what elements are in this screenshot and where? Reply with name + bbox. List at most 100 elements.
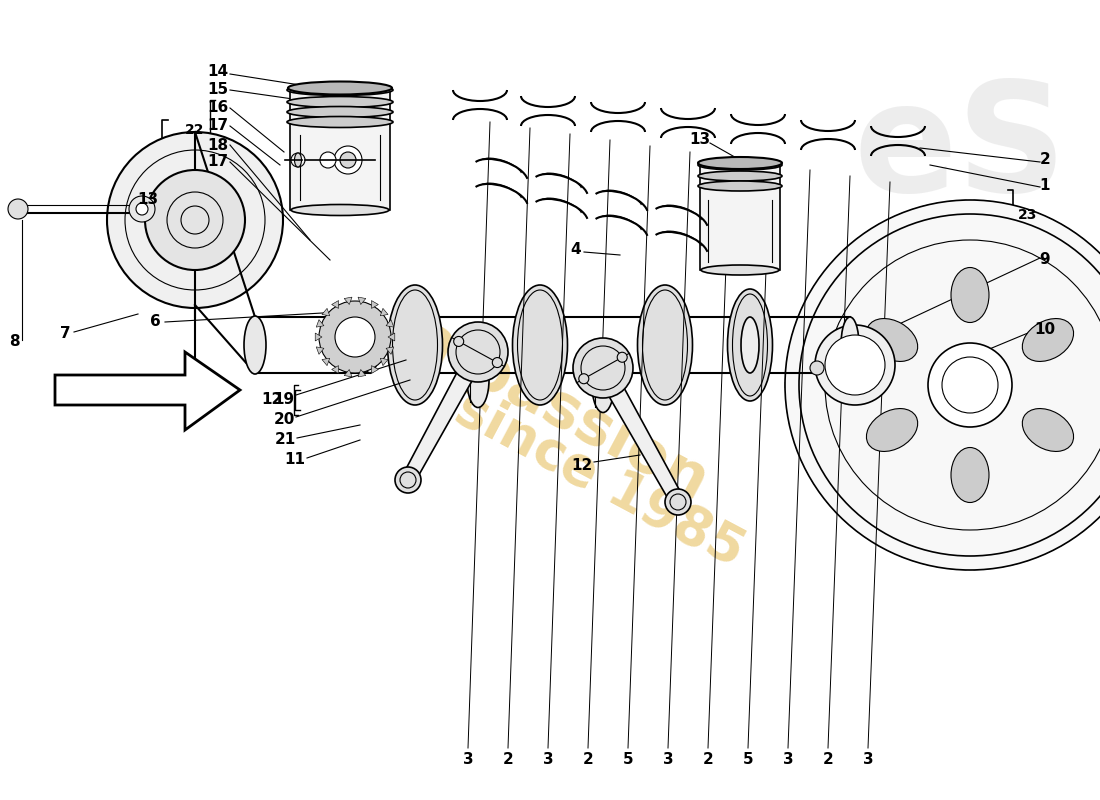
Ellipse shape (287, 117, 393, 127)
Polygon shape (344, 297, 352, 305)
Circle shape (340, 152, 356, 168)
Ellipse shape (701, 265, 779, 275)
Text: 23: 23 (1019, 208, 1037, 222)
Polygon shape (388, 333, 395, 341)
Circle shape (129, 196, 155, 222)
Polygon shape (898, 542, 909, 558)
Ellipse shape (287, 97, 393, 107)
Circle shape (319, 301, 390, 373)
Polygon shape (1043, 218, 1054, 233)
Text: 2: 2 (583, 753, 593, 767)
Text: 7: 7 (59, 326, 70, 341)
Circle shape (815, 325, 895, 405)
Polygon shape (812, 285, 826, 297)
Polygon shape (935, 202, 943, 217)
Text: 1: 1 (1040, 178, 1050, 193)
Polygon shape (923, 550, 932, 565)
Polygon shape (997, 553, 1005, 568)
Polygon shape (402, 348, 486, 483)
Polygon shape (344, 370, 352, 377)
Text: 3: 3 (862, 753, 873, 767)
Text: 17: 17 (208, 154, 229, 170)
Polygon shape (1064, 230, 1076, 245)
Polygon shape (805, 463, 821, 474)
Polygon shape (785, 394, 800, 401)
Text: 5: 5 (623, 753, 634, 767)
Polygon shape (800, 307, 815, 318)
Text: 12: 12 (571, 458, 593, 473)
Polygon shape (1043, 538, 1054, 553)
Polygon shape (910, 546, 920, 562)
Polygon shape (386, 347, 394, 354)
Polygon shape (786, 356, 801, 364)
Circle shape (785, 200, 1100, 570)
Text: 2: 2 (823, 753, 834, 767)
Polygon shape (785, 369, 800, 376)
Polygon shape (1009, 205, 1018, 220)
Polygon shape (316, 347, 324, 354)
Text: 5: 5 (742, 753, 754, 767)
Polygon shape (974, 200, 979, 214)
Text: 3: 3 (783, 753, 793, 767)
Polygon shape (785, 382, 799, 388)
Polygon shape (948, 554, 955, 570)
Polygon shape (805, 295, 821, 307)
Ellipse shape (592, 358, 614, 413)
Ellipse shape (842, 317, 859, 373)
Text: 19: 19 (274, 393, 295, 407)
Ellipse shape (727, 289, 772, 401)
Text: 8: 8 (9, 334, 20, 350)
Circle shape (448, 322, 508, 382)
Polygon shape (786, 406, 801, 414)
Circle shape (810, 361, 824, 375)
Circle shape (8, 199, 28, 219)
Polygon shape (1091, 254, 1100, 268)
Polygon shape (854, 518, 867, 533)
Polygon shape (997, 202, 1005, 217)
Text: eS: eS (854, 75, 1067, 225)
Text: 10: 10 (1034, 322, 1056, 338)
Polygon shape (898, 213, 909, 227)
Polygon shape (948, 201, 955, 215)
Circle shape (573, 338, 632, 398)
Text: 15: 15 (208, 82, 229, 98)
Polygon shape (1082, 246, 1096, 260)
Ellipse shape (292, 205, 389, 215)
Polygon shape (865, 526, 877, 540)
Polygon shape (826, 264, 840, 277)
Ellipse shape (867, 318, 917, 362)
Text: 2: 2 (1040, 153, 1050, 167)
Polygon shape (1064, 526, 1076, 540)
Circle shape (334, 146, 362, 174)
Polygon shape (1021, 546, 1030, 562)
Text: 16: 16 (208, 101, 229, 115)
Polygon shape (386, 320, 394, 327)
Ellipse shape (952, 447, 989, 502)
Polygon shape (595, 364, 684, 506)
Polygon shape (974, 556, 979, 570)
Polygon shape (789, 418, 803, 426)
Polygon shape (331, 366, 339, 374)
Polygon shape (1021, 208, 1030, 223)
Text: 14: 14 (208, 65, 229, 79)
Ellipse shape (952, 267, 989, 322)
Polygon shape (322, 308, 330, 316)
Polygon shape (986, 201, 992, 215)
Polygon shape (960, 200, 967, 214)
Circle shape (107, 132, 283, 308)
Text: 13: 13 (138, 193, 158, 207)
Circle shape (666, 489, 691, 515)
Text: 6: 6 (150, 314, 161, 330)
Polygon shape (372, 301, 378, 309)
Polygon shape (835, 502, 849, 515)
Text: 4: 4 (571, 242, 581, 258)
Polygon shape (331, 301, 339, 309)
Polygon shape (910, 208, 920, 223)
Polygon shape (1091, 502, 1100, 515)
Ellipse shape (295, 153, 301, 167)
Polygon shape (290, 90, 390, 210)
Ellipse shape (361, 317, 379, 373)
Polygon shape (923, 205, 932, 220)
Text: 11: 11 (285, 453, 306, 467)
Text: 21: 21 (274, 433, 296, 447)
